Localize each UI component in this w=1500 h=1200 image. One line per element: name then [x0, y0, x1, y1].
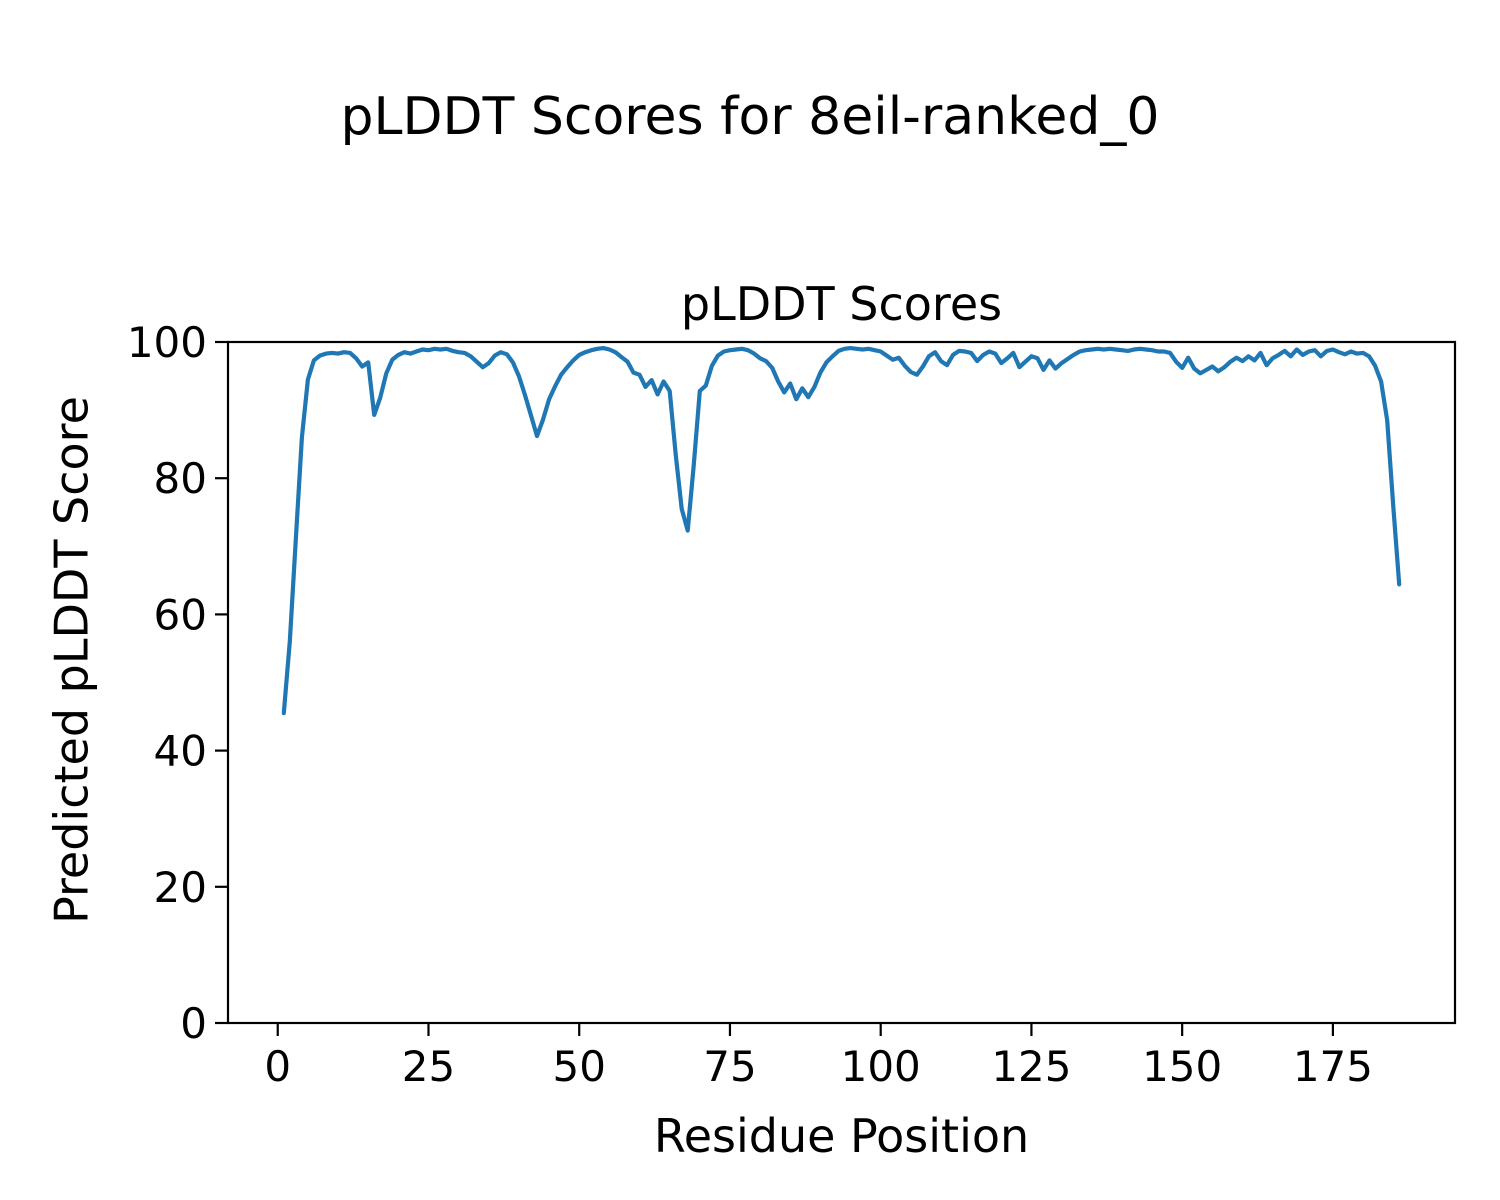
y-tick-label: 80 — [154, 454, 207, 503]
y-tick-label: 40 — [154, 727, 207, 776]
y-tick-label: 20 — [154, 863, 207, 912]
plot-border — [226, 340, 1457, 1025]
y-tick-label: 100 — [127, 318, 207, 367]
y-tick-label: 0 — [180, 999, 207, 1048]
plddt-line — [281, 346, 1402, 716]
x-tick-label: 150 — [1142, 1042, 1222, 1091]
x-axis-label: Residue Position — [653, 1109, 1030, 1163]
x-tick-label: 125 — [991, 1042, 1071, 1091]
x-tick-label: 75 — [703, 1042, 756, 1091]
x-tick-label: 25 — [402, 1042, 455, 1091]
x-tick-label: 0 — [264, 1042, 291, 1091]
x-tick-label: 100 — [841, 1042, 921, 1091]
x-tick-label: 50 — [552, 1042, 605, 1091]
axes-title: pLDDT Scores — [680, 277, 1003, 331]
figure-title: pLDDT Scores for 8eil-ranked_0 — [340, 87, 1160, 147]
y-tick-label: 60 — [154, 590, 207, 639]
x-tick-label: 175 — [1293, 1042, 1373, 1091]
y-axis-label: Predicted pLDDT Score — [44, 396, 99, 924]
